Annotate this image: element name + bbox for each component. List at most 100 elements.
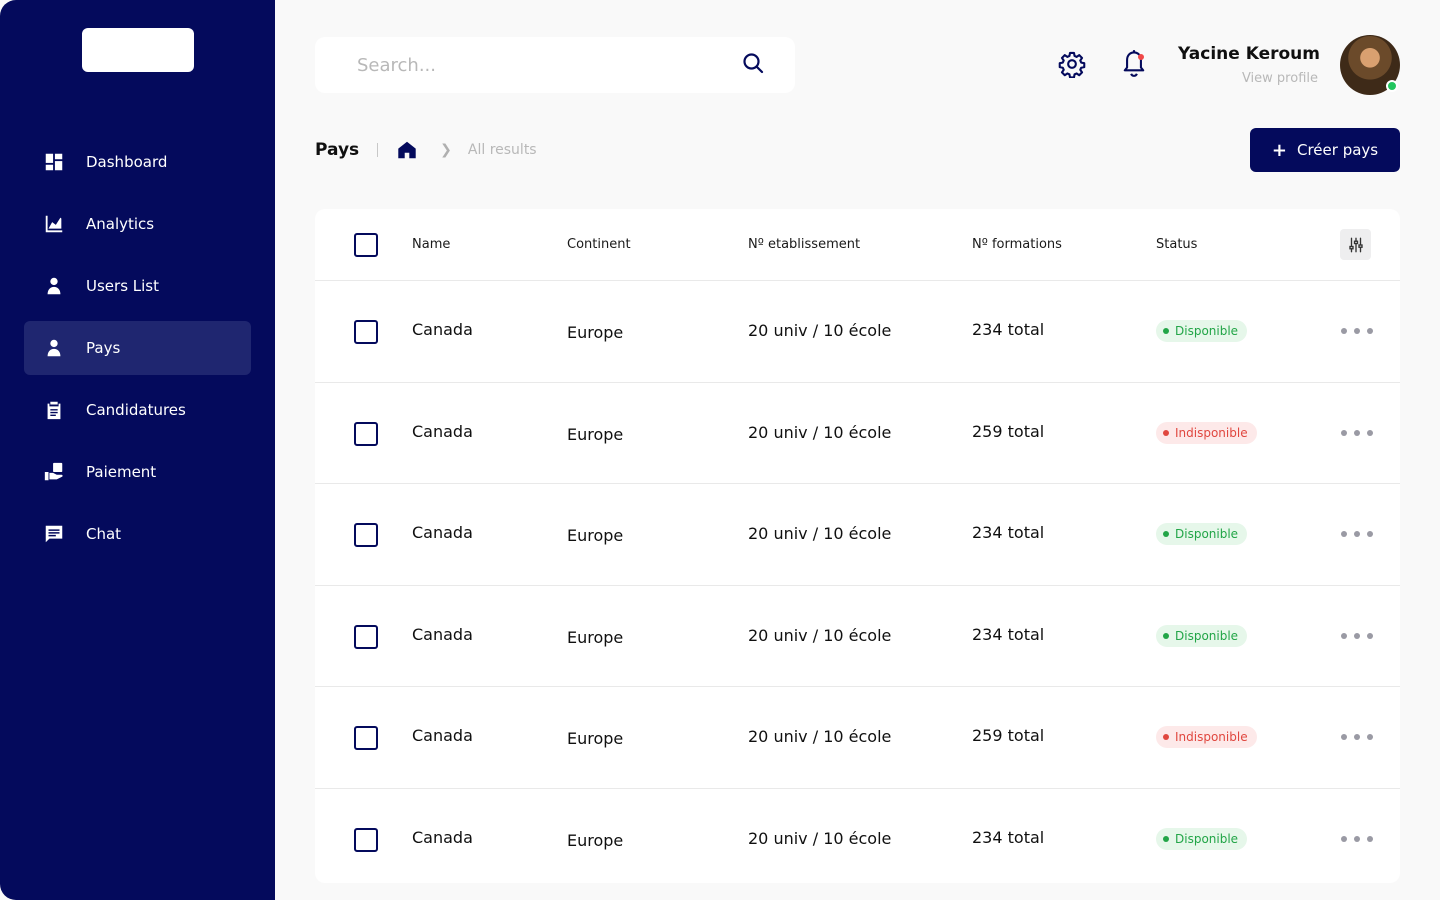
cell-etablissements: 20 univ / 10 école (748, 727, 892, 746)
cell-name: Canada (412, 726, 473, 745)
status-badge: Disponible (1156, 320, 1248, 342)
sidebar-item-label: Analytics (86, 215, 155, 233)
table-row[interactable]: Canada Europe 20 univ / 10 école 259 tot… (315, 383, 1400, 484)
cell-etablissements: 20 univ / 10 école (748, 524, 892, 543)
sidebar-item-label: Paiement (86, 463, 157, 481)
dashboard-icon (43, 151, 65, 173)
table-row[interactable]: Canada Europe 20 univ / 10 école 234 tot… (315, 281, 1400, 383)
status-badge: Indisponible (1156, 421, 1257, 444)
row-checkbox[interactable] (354, 421, 378, 446)
cell-continent: Europe (567, 830, 624, 850)
table-row[interactable]: Canada Europe 20 univ / 10 école 234 tot… (315, 586, 1400, 687)
user-icon (43, 337, 65, 359)
gear-icon[interactable] (1058, 50, 1086, 79)
row-checkbox[interactable] (354, 827, 378, 852)
clipboard-icon (43, 399, 65, 421)
sidebar-item-dashboard[interactable]: Dashboard (24, 135, 251, 189)
cell-continent: Europe (567, 627, 624, 647)
search-bar (315, 37, 795, 93)
cell-status: Disponible (1156, 319, 1248, 342)
table-header-row: Name Continent Nº etablissement Nº forma… (315, 209, 1400, 281)
filter-settings-button[interactable] (1340, 229, 1371, 260)
status-badge: Disponible (1156, 624, 1248, 647)
sidebar-item-label: Dashboard (86, 153, 168, 171)
logo[interactable] (82, 28, 194, 72)
sidebar-item-paiement[interactable]: Paiement (24, 445, 251, 499)
cell-etablissements: 20 univ / 10 école (748, 422, 892, 442)
cell-formations: 234 total (972, 827, 1045, 847)
cell-formations: 259 total (972, 726, 1045, 745)
sidebar-item-users-list[interactable]: Users List (24, 259, 251, 313)
table-row[interactable]: Canada Europe 20 univ / 10 école 234 tot… (315, 484, 1400, 586)
row-checkbox[interactable] (354, 624, 378, 649)
row-actions-more-icon[interactable] (1341, 524, 1373, 544)
table-row[interactable]: Canada Europe 20 univ / 10 école 234 tot… (315, 789, 1400, 884)
row-actions-more-icon[interactable] (1341, 321, 1373, 341)
sidebar-item-chat[interactable]: Chat (24, 507, 251, 561)
sidebar: Dashboard Analytics Users List Pays Cand… (0, 0, 275, 900)
cell-continent: Europe (567, 729, 624, 748)
page-title: Pays (315, 140, 360, 160)
cell-name: Canada (412, 320, 473, 339)
cell-status: Indisponible (1156, 725, 1257, 748)
sidebar-item-label: Chat (86, 525, 122, 543)
chat-icon (43, 523, 65, 545)
user-name: Yacine Keroum (1178, 44, 1320, 64)
cell-continent: Europe (567, 424, 624, 444)
column-header-formations[interactable]: Nº formations (972, 237, 1062, 252)
row-checkbox[interactable] (354, 320, 378, 344)
table-row[interactable]: Canada Europe 20 univ / 10 école 259 tot… (315, 687, 1400, 789)
payment-icon (43, 461, 65, 483)
row-actions-more-icon[interactable] (1341, 829, 1373, 849)
sidebar-item-pays[interactable]: Pays (24, 321, 251, 375)
cell-continent: Europe (567, 526, 624, 545)
cell-name: Canada (412, 523, 473, 542)
cell-formations: 234 total (972, 624, 1045, 644)
sliders-icon (1348, 237, 1363, 252)
cell-formations: 259 total (972, 421, 1045, 441)
select-all-checkbox[interactable] (354, 233, 378, 257)
chevron-right-icon: ❯ (440, 142, 452, 158)
cell-formations: 234 total (972, 320, 1045, 339)
analytics-icon (43, 213, 65, 235)
search-input[interactable] (357, 54, 741, 76)
column-header-name[interactable]: Name (412, 237, 451, 252)
status-badge: Indisponible (1156, 726, 1257, 748)
user-icon (43, 275, 65, 297)
row-checkbox[interactable] (354, 523, 378, 547)
cell-name: Canada (412, 827, 473, 847)
home-icon[interactable] (396, 139, 418, 161)
breadcrumb-current[interactable]: All results (467, 142, 537, 158)
status-badge: Disponible (1156, 827, 1248, 850)
row-checkbox[interactable] (354, 726, 378, 750)
cell-etablissements: 20 univ / 10 école (748, 625, 892, 645)
column-header-status[interactable]: Status (1156, 237, 1198, 252)
status-badge: Disponible (1156, 523, 1248, 545)
sidebar-item-candidatures[interactable]: Candidatures (24, 383, 251, 437)
sidebar-item-label: Candidatures (86, 401, 186, 419)
online-status-dot (1386, 80, 1398, 92)
sidebar-item-label: Pays (86, 339, 121, 357)
search-icon[interactable] (741, 51, 765, 79)
cell-name: Canada (412, 421, 473, 441)
column-header-continent[interactable]: Continent (567, 237, 631, 252)
notification-dot (1138, 54, 1144, 60)
create-pays-button[interactable]: + Créer pays (1250, 128, 1400, 172)
sidebar-item-analytics[interactable]: Analytics (24, 197, 251, 251)
breadcrumb-divider (377, 143, 379, 157)
row-actions-more-icon[interactable] (1341, 626, 1373, 646)
row-actions-more-icon[interactable] (1341, 727, 1373, 747)
cell-status: Disponible (1156, 522, 1248, 545)
sidebar-item-label: Users List (86, 277, 159, 295)
cell-continent: Europe (567, 323, 624, 342)
pays-table: Name Continent Nº etablissement Nº forma… (315, 209, 1400, 883)
cell-status: Disponible (1156, 827, 1248, 850)
column-header-etablissement[interactable]: Nº etablissement (748, 237, 861, 252)
bell-icon[interactable] (1120, 49, 1148, 79)
cell-name: Canada (412, 624, 473, 644)
view-profile-link[interactable]: View profile (1241, 71, 1318, 86)
cell-formations: 234 total (972, 523, 1045, 542)
cell-etablissements: 20 univ / 10 école (748, 828, 892, 848)
sidebar-nav: Dashboard Analytics Users List Pays Cand… (24, 135, 251, 569)
row-actions-more-icon[interactable] (1341, 423, 1373, 443)
